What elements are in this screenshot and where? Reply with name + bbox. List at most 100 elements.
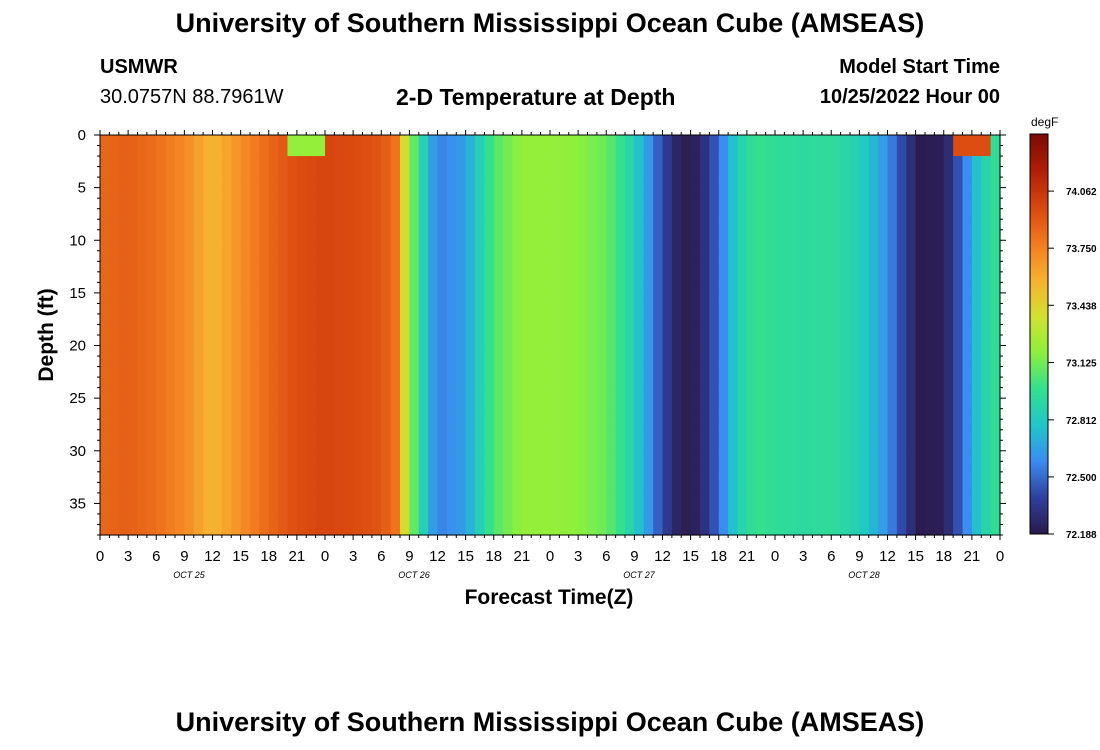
heatmap-cell xyxy=(625,387,635,410)
heatmap-cell xyxy=(962,513,973,536)
heatmap-cell xyxy=(550,429,560,452)
heatmap-cell xyxy=(728,240,739,262)
heatmap-cell xyxy=(287,177,298,199)
heatmap-cell xyxy=(756,177,767,199)
heatmap-cell xyxy=(100,261,110,283)
heatmap-cell xyxy=(315,492,326,515)
heatmap-cell xyxy=(531,429,542,452)
heatmap-cell xyxy=(990,324,1001,347)
heatmap-cell xyxy=(756,303,767,326)
heatmap-cell xyxy=(803,366,814,389)
heatmap-cell xyxy=(156,135,167,157)
heatmap-cell xyxy=(737,219,748,241)
heatmap-cell xyxy=(334,177,345,199)
heatmap-cell xyxy=(634,135,645,157)
heatmap-cell xyxy=(812,156,823,178)
heatmap-cell xyxy=(325,177,335,199)
heatmap-cell xyxy=(306,387,317,410)
heatmap-cell xyxy=(428,324,439,347)
heatmap-cell xyxy=(137,387,148,410)
heatmap-cell xyxy=(521,177,532,199)
heatmap-cell xyxy=(821,303,832,326)
heatmap-cell xyxy=(306,471,317,494)
heatmap-cell xyxy=(315,429,326,452)
heatmap-cell xyxy=(221,177,232,199)
heatmap-cell xyxy=(568,303,579,326)
heatmap-cell xyxy=(156,429,167,452)
heatmap-cell xyxy=(728,282,739,305)
heatmap-cell xyxy=(625,261,635,283)
heatmap-cell xyxy=(100,177,110,199)
heatmap-cell xyxy=(606,177,617,199)
heatmap-cell xyxy=(709,198,720,220)
heatmap-cell xyxy=(315,303,326,326)
heatmap-cell xyxy=(803,387,814,410)
heatmap-cell xyxy=(943,492,954,515)
heatmap-cell xyxy=(400,282,410,305)
heatmap-cell xyxy=(934,345,945,368)
heatmap-cell xyxy=(559,198,570,220)
heatmap-cell xyxy=(568,135,579,157)
heatmap-cell xyxy=(128,261,139,283)
heatmap-cell xyxy=(915,282,926,305)
heatmap-cell xyxy=(315,240,326,262)
heatmap-cell xyxy=(840,240,851,262)
heatmap-cell xyxy=(990,219,1001,241)
heatmap-cell xyxy=(362,261,373,283)
heatmap-cell xyxy=(662,135,673,157)
heatmap-cell xyxy=(812,450,823,473)
heatmap-cell xyxy=(953,198,964,220)
heatmap-cell xyxy=(962,450,973,473)
heatmap-cell xyxy=(512,219,523,241)
heatmap-cell xyxy=(709,387,720,410)
heatmap-cell xyxy=(315,387,326,410)
heatmap-cell xyxy=(493,240,504,262)
heatmap-cell xyxy=(671,345,682,368)
heatmap-cell xyxy=(690,429,701,452)
heatmap-cell xyxy=(840,324,851,347)
heatmap-cell xyxy=(568,240,579,262)
heatmap-cell xyxy=(240,345,251,368)
heatmap-cell xyxy=(306,198,317,220)
heatmap-cell xyxy=(953,135,964,157)
heatmap-cell xyxy=(868,345,879,368)
heatmap-cell xyxy=(203,177,214,199)
heatmap-cell xyxy=(765,177,776,199)
heatmap-cell xyxy=(278,240,289,262)
heatmap-cell xyxy=(878,198,889,220)
heatmap-cell xyxy=(437,177,448,199)
heatmap-cell xyxy=(137,471,148,494)
heatmap-cell xyxy=(662,345,673,368)
heatmap-cell xyxy=(596,387,607,410)
heatmap-cell xyxy=(353,345,364,368)
heatmap-cell xyxy=(568,198,579,220)
heatmap-cell xyxy=(521,303,532,326)
heatmap-cell xyxy=(868,156,879,178)
heatmap-cell xyxy=(596,135,607,157)
heatmap-cell xyxy=(315,219,326,241)
heatmap-cell xyxy=(418,303,429,326)
heatmap-cell xyxy=(231,429,242,452)
heatmap-cell xyxy=(521,282,532,305)
heatmap-cell xyxy=(803,492,814,515)
heatmap-cell xyxy=(371,471,382,494)
heatmap-cell xyxy=(231,450,242,473)
heatmap-cell xyxy=(146,429,157,452)
heatmap-cell xyxy=(268,387,279,410)
heatmap-cell xyxy=(428,240,439,262)
heatmap-cell xyxy=(625,366,635,389)
heatmap-cell xyxy=(971,240,982,262)
heatmap-cell xyxy=(821,492,832,515)
heatmap-cell xyxy=(268,261,279,283)
heatmap-cell xyxy=(278,219,289,241)
heatmap-cell xyxy=(371,240,382,262)
heatmap-cell xyxy=(943,156,954,178)
heatmap-cell xyxy=(981,198,992,220)
heatmap-cell xyxy=(690,492,701,515)
heatmap-cell xyxy=(240,261,251,283)
heatmap-cell xyxy=(193,135,204,157)
heatmap-cell xyxy=(906,282,917,305)
heatmap-cell xyxy=(934,324,945,347)
x-tick-label: 0 xyxy=(546,548,554,565)
heatmap-cell xyxy=(643,408,654,431)
